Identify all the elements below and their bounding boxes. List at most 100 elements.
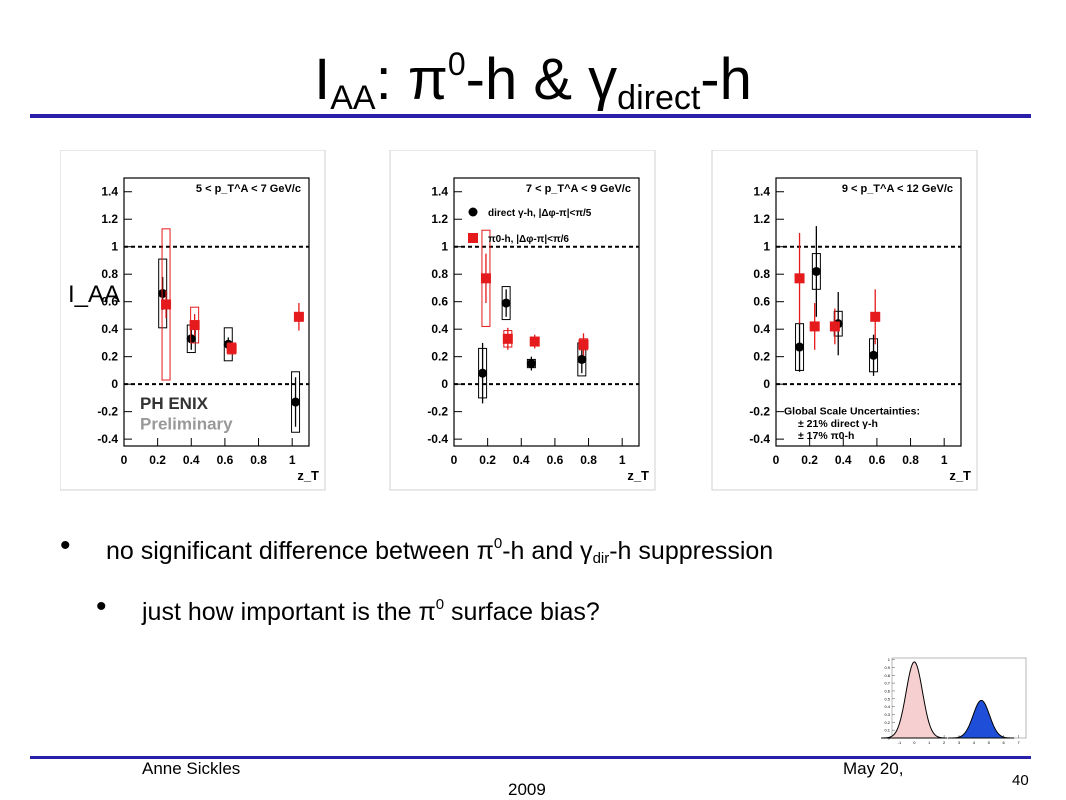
- plot-area: [775, 177, 962, 447]
- inset-y-tick-label: 0.6: [884, 688, 890, 693]
- y-tick-label: 0.8: [753, 267, 770, 281]
- x-tick-label: 1: [941, 453, 948, 467]
- x-axis-label: z_T: [949, 468, 971, 483]
- x-tick-label: 0: [773, 453, 780, 467]
- y-axis-label: I_AA: [68, 281, 120, 308]
- inset-x-tick-label: 3: [958, 740, 961, 745]
- inset-x-tick-label: 2: [943, 740, 946, 745]
- data-point-gamma: [478, 368, 488, 378]
- y-tick-label: 0: [763, 377, 770, 391]
- x-tick-label: 0.2: [149, 453, 166, 467]
- page-number: 40: [1012, 772, 1029, 789]
- x-tick-label: 0.4: [513, 453, 530, 467]
- x-tick-label: 0.2: [479, 453, 496, 467]
- inset-x-tick-label: 6: [1003, 740, 1006, 745]
- data-point-gamma: [869, 350, 879, 360]
- inset-y-tick-label: 0.9: [884, 665, 890, 670]
- data-point-gamma: [186, 334, 196, 344]
- y-tick-label: 1: [763, 240, 770, 254]
- x-axis-label: z_T: [297, 468, 319, 483]
- panel-frame: [389, 150, 656, 491]
- inset-x-tick-label: 1: [928, 740, 931, 745]
- y-tick-label: 0.2: [753, 350, 770, 364]
- x-tick-label: 0: [121, 453, 128, 467]
- plot-area: [453, 177, 640, 447]
- data-point-pi0: [870, 311, 881, 322]
- panel-1: -0.4 -0.2 0 0.2 0.4 0.6 0.8 1 1.2 1.4 0 0.2 0.4 0.6 0.…: [60, 150, 326, 491]
- y-tick-label: -0.4: [97, 432, 118, 446]
- panel-label: 7 < p_T^A < 9 GeV/c: [526, 183, 631, 195]
- data-point-pi0: [502, 333, 513, 344]
- y-tick-label: -0.2: [749, 405, 770, 419]
- y-tick-label: 1.4: [753, 185, 770, 199]
- inset-y-tick-label: 0.4: [884, 704, 890, 709]
- plot-area: [123, 177, 310, 447]
- x-tick-label: 0.6: [869, 453, 886, 467]
- x-tick-label: 0.8: [580, 453, 597, 467]
- phenix-logo: PH ENIX: [140, 394, 209, 413]
- y-tick-label: 0.4: [753, 322, 770, 336]
- panel-3: -0.4 -0.2 0 0.2 0.4 0.6 0.8 1 1.2 1.4 0 0.2 0.4 0.6 0.…: [711, 150, 978, 491]
- title-rule: [30, 114, 1031, 118]
- inset-x-tick-label: 0: [913, 740, 916, 745]
- y-tick-label: 0.8: [101, 267, 118, 281]
- legend-label: direct γ-h, |Δφ-π|<π/5: [488, 208, 592, 219]
- iaa-panels: -0.4 -0.2 0 0.2 0.4 0.6 0.8 1 1.2 1.4 0 0.2 0.4 0.6 0.…: [60, 150, 978, 491]
- data-point-pi0: [794, 273, 805, 284]
- inset-x-tick-label: -1: [898, 740, 902, 745]
- y-tick-label: 1: [441, 240, 448, 254]
- data-point-gamma: [795, 342, 805, 352]
- legend-marker-pi0: [468, 233, 478, 243]
- inset-y-tick-label: 0.8: [884, 673, 890, 678]
- x-tick-label: 0.8: [250, 453, 267, 467]
- y-tick-label: 0: [111, 377, 118, 391]
- panel-2: -0.4 -0.2 0 0.2 0.4 0.6 0.8 1 1.2 1.4 0 0.2 0.4 0.6 0.…: [389, 150, 656, 491]
- y-tick-label: -0.2: [427, 405, 448, 419]
- inset-x-tick-label: 7: [1017, 740, 1020, 745]
- data-point-pi0: [578, 339, 589, 350]
- y-tick-label: 0.4: [101, 322, 118, 336]
- x-tick-label: 1: [289, 453, 296, 467]
- legend-marker-gamma: [468, 207, 478, 217]
- y-tick-label: 0.8: [431, 267, 448, 281]
- y-tick-label: 0.6: [101, 295, 118, 309]
- footer-date-line2: 2009: [508, 780, 546, 799]
- inset-y-tick-label: 0.5: [884, 696, 890, 701]
- x-tick-label: 0.6: [547, 453, 564, 467]
- data-point-gamma: [526, 359, 536, 369]
- data-point-gamma: [811, 266, 821, 276]
- y-tick-label: 1: [111, 240, 118, 254]
- data-point-pi0: [293, 311, 304, 322]
- slide-title: IAA: π0-h & γdirect-h: [314, 46, 752, 117]
- data-point-pi0: [480, 273, 491, 284]
- data-point-gamma: [158, 288, 168, 298]
- y-tick-label: -0.4: [427, 432, 448, 446]
- data-point-pi0: [829, 321, 840, 332]
- inset-distribution-2: [947, 699, 1015, 739]
- inset-y-tick-label: 1: [888, 657, 891, 662]
- data-point-pi0: [226, 343, 237, 354]
- x-tick-label: 0: [451, 453, 458, 467]
- inset-y-tick-label: 0.7: [884, 681, 890, 686]
- x-tick-label: 1: [619, 453, 626, 467]
- y-tick-label: 0.6: [753, 295, 770, 309]
- x-tick-label: 0.8: [902, 453, 919, 467]
- data-point-pi0: [529, 336, 540, 347]
- y-tick-label: 1.4: [101, 185, 118, 199]
- x-tick-label: 0.4: [835, 453, 852, 467]
- data-point-pi0: [161, 299, 172, 310]
- inset-x-tick-label: 5: [988, 740, 991, 745]
- data-point-pi0: [189, 320, 200, 331]
- inset-y-tick-label: 0.3: [884, 712, 890, 717]
- inset-distribution-1: [881, 661, 948, 739]
- annotation-heading: Global Scale Uncertainties:: [784, 405, 920, 417]
- x-tick-label: 0.2: [801, 453, 818, 467]
- inset-y-tick-label: 0.1: [884, 728, 890, 733]
- preliminary-label: Preliminary: [140, 415, 233, 434]
- y-tick-label: 0.4: [431, 322, 448, 336]
- annotation-line: ± 17% π0-h: [798, 430, 854, 442]
- y-tick-label: 1.2: [431, 212, 448, 226]
- y-tick-label: 0.2: [431, 350, 448, 364]
- data-point-gamma: [501, 298, 511, 308]
